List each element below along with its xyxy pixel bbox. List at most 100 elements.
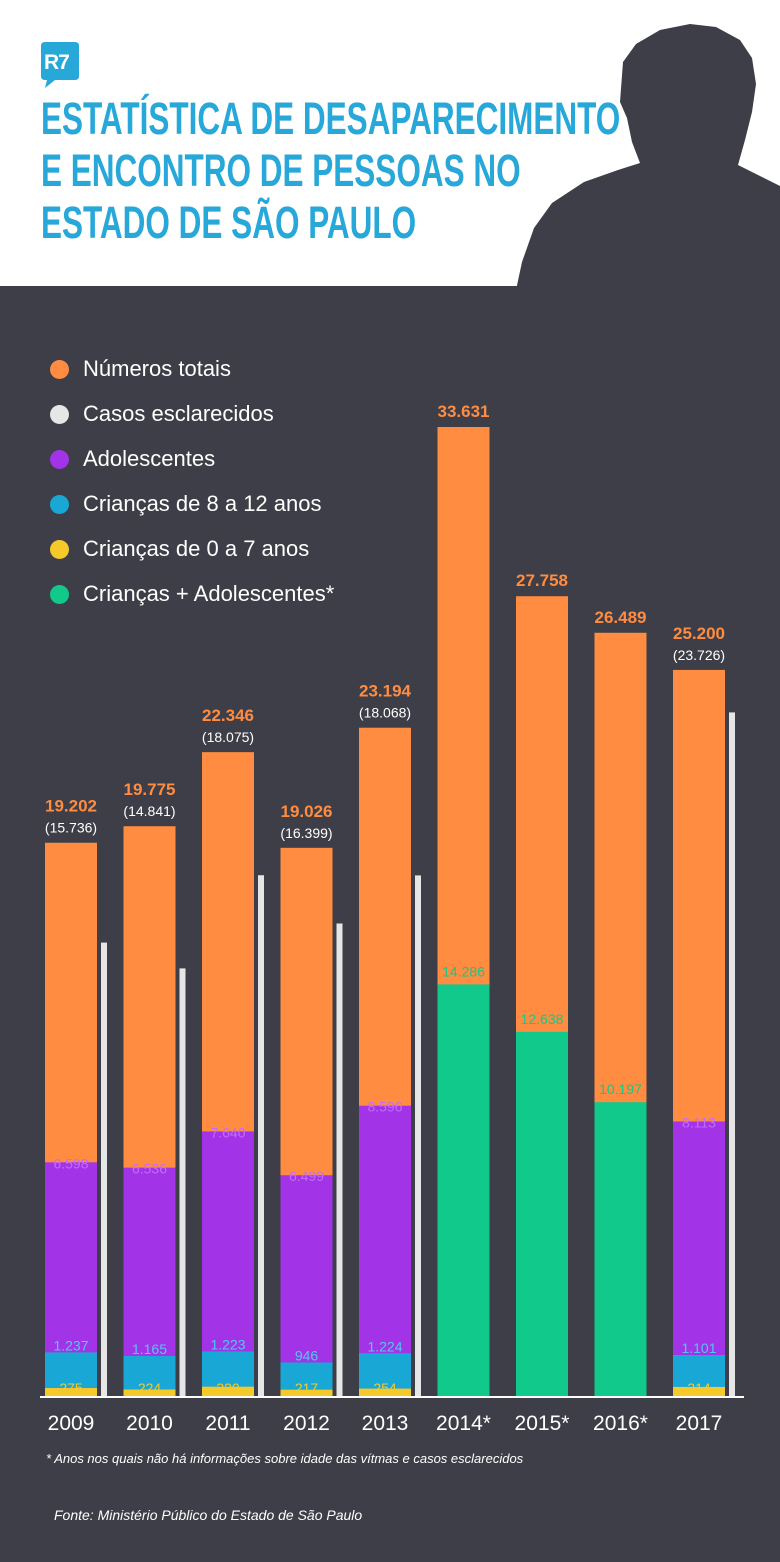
bar-chart: 6.598 1.237 275 19.202 (15.736) 2009 6.536 1.16…: [40, 402, 744, 1435]
bar-label-children-8-12: 1.223: [210, 1337, 245, 1353]
x-tick-label: 2011: [205, 1412, 250, 1435]
bar-solved: [101, 942, 107, 1396]
bar-adolescents: [280, 1175, 333, 1363]
legend-item-children-plus-adolescents: Crianças + Adolescentes*: [50, 581, 334, 607]
bar-children-0-7: [280, 1389, 333, 1396]
bar-adolescents: [359, 1105, 411, 1354]
bar-children-8-12: [673, 1355, 725, 1387]
bar-adolescents: [123, 1167, 176, 1356]
legend-item-children-8-12: Crianças de 8 a 12 anos: [50, 491, 322, 517]
title-line-2: E ENCONTRO DE PESSOAS NO: [41, 145, 521, 196]
bar-label-children-8-12: 1.224: [367, 1338, 402, 1354]
logo-text: R7: [44, 51, 70, 74]
bar-label-children-plus-adolescents: 10.197: [599, 1081, 642, 1097]
legend-swatch: [50, 449, 69, 469]
bar-label-adolescents: 7.640: [210, 1124, 245, 1140]
r7-logo-icon: [41, 42, 79, 88]
bar-children-plus-adolescents: [594, 1102, 647, 1396]
bar-children-0-7: [202, 1386, 254, 1396]
legend-item-totals: Números totais: [50, 356, 231, 382]
bar-children-8-12: [202, 1351, 254, 1387]
bar-label-total: 19.202: [45, 797, 97, 816]
bar-solved: [336, 923, 343, 1396]
bar-label-adolescents: 8.596: [367, 1099, 402, 1115]
legend-item-solved: Casos esclarecidos: [50, 401, 274, 427]
bar-label-children-8-12: 1.101: [681, 1340, 716, 1356]
bar-adolescents: [673, 1121, 725, 1356]
bar-label-children-plus-adolescents: 12.638: [521, 1011, 564, 1027]
legend-swatch: [50, 359, 69, 379]
legend-label: Casos esclarecidos: [83, 401, 274, 426]
bar-label-total: 27.758: [516, 571, 568, 590]
x-axis-line: [40, 1396, 744, 1398]
x-tick-label: 2013: [362, 1412, 409, 1435]
bar-children-0-7: [123, 1389, 176, 1396]
bar-solved: [729, 712, 735, 1396]
bar-label-total: 26.489: [595, 608, 647, 627]
bar-label-adolescents: 6.598: [53, 1155, 88, 1171]
bar-label-solved: (15.736): [45, 820, 97, 836]
legend-item-children-0-7: Crianças de 0 a 7 anos: [50, 536, 309, 562]
bar-label-total: 23.194: [359, 682, 412, 701]
bar-children-8-12: [359, 1353, 411, 1389]
bar-children-8-12: [123, 1355, 176, 1390]
bar-label-adolescents: 6.499: [289, 1168, 324, 1184]
bar-children-8-12: [45, 1352, 97, 1389]
legend-swatch: [50, 584, 69, 604]
bar-label-children-0-7: 224: [138, 1380, 162, 1396]
bar-label-solved: (18.068): [359, 705, 411, 721]
bar-label-children-0-7: 217: [295, 1380, 319, 1396]
bar-children-0-7: [359, 1388, 411, 1396]
title-line-1: ESTATÍSTICA DE DESAPARECIMENTO: [41, 93, 621, 144]
bar-label-total: 19.026: [281, 802, 333, 821]
bar-label-adolescents: 6.536: [132, 1161, 167, 1177]
legend-swatch: [50, 539, 69, 559]
x-tick-label: 2014*: [436, 1412, 491, 1435]
bar-label-solved: (16.399): [280, 825, 332, 841]
x-tick-label: 2010: [126, 1412, 173, 1435]
legend-swatch: [50, 404, 69, 424]
x-tick-label: 2017: [676, 1412, 723, 1435]
bar-label-total: 25.200: [673, 624, 725, 643]
bar-children-plus-adolescents: [516, 1031, 568, 1396]
bar-label-total: 33.631: [438, 402, 490, 421]
bar-children-plus-adolescents: [437, 984, 490, 1396]
legend-label: Crianças de 0 a 7 anos: [83, 536, 310, 561]
bar-solved: [258, 875, 264, 1396]
bar-label-children-8-12: 1.237: [53, 1337, 88, 1353]
bar-children-0-7: [45, 1388, 97, 1396]
bar-label-solved: (14.841): [123, 803, 175, 819]
x-tick-label: 2016*: [593, 1412, 648, 1435]
bar-label-children-0-7: 254: [373, 1380, 397, 1396]
bar-label-solved: (23.726): [673, 647, 725, 663]
bar-label-solved: (18.075): [202, 729, 254, 745]
bar-label-children-plus-adolescents: 14.286: [442, 963, 485, 979]
x-tick-label: 2015*: [515, 1412, 570, 1435]
title-line-3: ESTADO DE SÃO PAULO: [41, 197, 417, 248]
bar-adolescents: [202, 1131, 254, 1352]
bar-label-children-0-7: 275: [59, 1380, 83, 1396]
bar-label-children-0-7: 320: [216, 1380, 240, 1396]
person-silhouette-icon: [516, 24, 780, 290]
legend-label: Adolescentes: [83, 446, 216, 471]
bar-solved: [179, 968, 186, 1396]
footnote: * Anos nos quais não há informações sobr…: [46, 1451, 524, 1466]
bar-label-total: 22.346: [202, 706, 254, 725]
legend-item-adolescents: Adolescentes: [50, 446, 215, 472]
source-note: Fonte: Ministério Público do Estado de S…: [54, 1507, 363, 1523]
legend-swatch: [50, 494, 69, 514]
bar-label-children-8-12: 946: [295, 1347, 319, 1363]
legend-label: Crianças + Adolescentes*: [83, 581, 335, 606]
bar-label-children-0-7: 314: [687, 1380, 711, 1396]
bar-solved: [415, 875, 421, 1396]
x-tick-label: 2012: [283, 1412, 330, 1435]
x-tick-label: 2009: [48, 1412, 95, 1435]
bar-label-total: 19.775: [124, 780, 176, 799]
bar-label-adolescents: 8.113: [682, 1114, 716, 1130]
bar-label-children-8-12: 1.165: [132, 1341, 167, 1357]
legend-label: Números totais: [83, 356, 231, 381]
bar-children-0-7: [673, 1386, 725, 1396]
bar-adolescents: [45, 1162, 97, 1353]
legend-label: Crianças de 8 a 12 anos: [83, 491, 322, 516]
